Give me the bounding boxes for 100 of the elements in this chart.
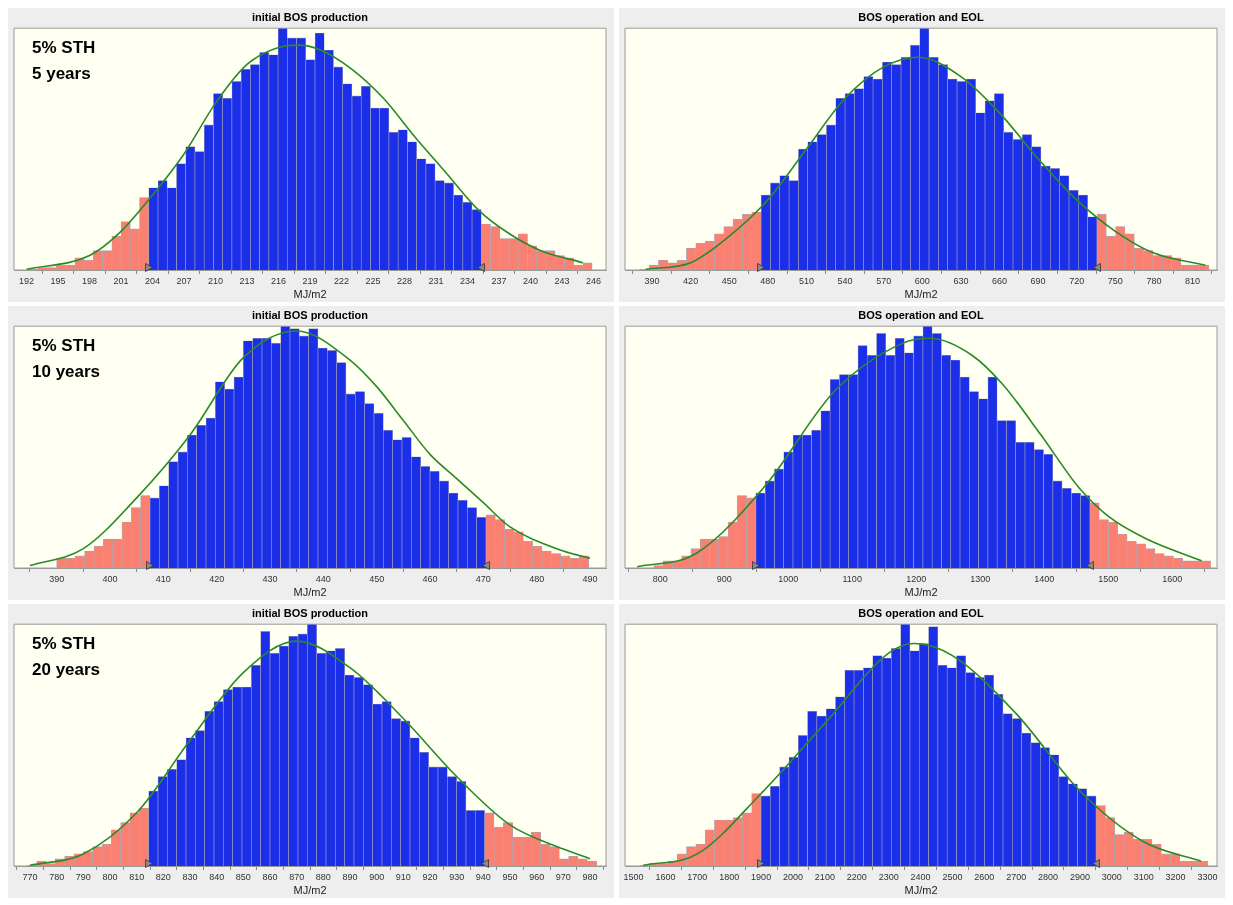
x-tick-label: 930 bbox=[449, 871, 465, 882]
chart-title: initial BOS production bbox=[251, 308, 369, 321]
x-axis-title: MJ/m2 bbox=[293, 884, 327, 897]
annotation: 5 years bbox=[32, 64, 91, 84]
x-tick-label: 470 bbox=[475, 573, 491, 584]
x-tick-label: 216 bbox=[271, 275, 287, 286]
x-axis-title: MJ/m2 bbox=[293, 586, 327, 599]
x-tick-label: 430 bbox=[262, 573, 278, 584]
x-tick-label: 222 bbox=[333, 275, 349, 286]
x-tick-label: 198 bbox=[82, 275, 98, 286]
x-tick-label: 243 bbox=[554, 275, 570, 286]
x-tick-label: 450 bbox=[721, 275, 737, 286]
x-tick-label: 770 bbox=[22, 871, 38, 882]
chart-title: BOS operation and EOL bbox=[858, 606, 984, 619]
x-tick-label: 225 bbox=[365, 275, 381, 286]
chart-title: BOS operation and EOL bbox=[858, 10, 984, 23]
x-tick-label: 2500 bbox=[942, 871, 963, 882]
x-tick-label: 2400 bbox=[910, 871, 931, 882]
x-tick-label: 790 bbox=[75, 871, 91, 882]
x-tick-label: 1000 bbox=[778, 573, 799, 584]
x-tick-label: 980 bbox=[582, 871, 598, 882]
x-axis-title: MJ/m2 bbox=[293, 288, 327, 301]
x-tick-label: 1900 bbox=[751, 871, 772, 882]
x-tick-label: 780 bbox=[1146, 275, 1162, 286]
x-tick-label: 910 bbox=[395, 871, 411, 882]
x-tick-label: 940 bbox=[475, 871, 491, 882]
x-axis-title: MJ/m2 bbox=[904, 288, 938, 301]
x-tick-label: 540 bbox=[837, 275, 853, 286]
x-tick-label: 570 bbox=[876, 275, 892, 286]
chart-title: initial BOS production bbox=[251, 606, 369, 619]
x-tick-label: 900 bbox=[716, 573, 732, 584]
x-tick-label: 201 bbox=[113, 275, 129, 286]
x-tick-label: 207 bbox=[176, 275, 192, 286]
x-tick-label: 860 bbox=[262, 871, 278, 882]
x-tick-label: 204 bbox=[145, 275, 161, 286]
x-tick-label: 390 bbox=[49, 573, 65, 584]
x-tick-label: 3300 bbox=[1197, 871, 1218, 882]
x-tick-label: 1100 bbox=[842, 573, 862, 584]
x-tick-label: 660 bbox=[991, 275, 1008, 286]
x-axis-title: MJ/m2 bbox=[904, 884, 938, 897]
x-tick-label: 2300 bbox=[878, 871, 899, 882]
x-tick-label: 970 bbox=[555, 871, 571, 882]
x-tick-label: 2100 bbox=[814, 871, 835, 882]
x-tick-label: 195 bbox=[50, 275, 66, 286]
x-tick-label: 850 bbox=[235, 871, 251, 882]
x-tick-label: 750 bbox=[1107, 275, 1123, 286]
x-tick-label: 800 bbox=[652, 573, 668, 584]
x-tick-label: 950 bbox=[502, 871, 518, 882]
x-tick-label: 1500 bbox=[1098, 573, 1119, 584]
x-tick-label: 1600 bbox=[655, 871, 676, 882]
annotation: 10 years bbox=[32, 362, 101, 382]
x-tick-label: 2200 bbox=[846, 871, 867, 882]
x-tick-label: 690 bbox=[1030, 275, 1046, 286]
x-tick-label: 1800 bbox=[719, 871, 740, 882]
x-tick-label: 510 bbox=[798, 275, 814, 286]
x-tick-label: 228 bbox=[396, 275, 412, 286]
x-tick-label: 600 bbox=[914, 275, 930, 286]
x-tick-label: 480 bbox=[529, 573, 545, 584]
x-tick-label: 1200 bbox=[906, 573, 927, 584]
x-tick-label: 219 bbox=[302, 275, 318, 286]
x-axis-title: MJ/m2 bbox=[904, 586, 938, 599]
x-tick-label: 490 bbox=[582, 573, 598, 584]
x-tick-label: 3000 bbox=[1101, 871, 1122, 882]
annotation: 5% STH bbox=[32, 38, 96, 58]
x-tick-label: 410 bbox=[155, 573, 171, 584]
x-tick-label: 231 bbox=[428, 275, 444, 286]
x-tick-label: 780 bbox=[49, 871, 65, 882]
x-tick-label: 960 bbox=[529, 871, 545, 882]
x-tick-label: 3100 bbox=[1133, 871, 1154, 882]
x-tick-label: 2900 bbox=[1069, 871, 1090, 882]
x-tick-label: 820 bbox=[155, 871, 171, 882]
x-tick-label: 480 bbox=[760, 275, 776, 286]
x-tick-label: 1700 bbox=[687, 871, 708, 882]
annotation: 5% STH bbox=[32, 336, 96, 356]
x-tick-label: 240 bbox=[522, 275, 538, 286]
x-tick-label: 630 bbox=[953, 275, 969, 286]
x-tick-label: 192 bbox=[19, 275, 35, 286]
x-tick-label: 246 bbox=[585, 275, 601, 286]
x-tick-label: 400 bbox=[102, 573, 118, 584]
x-tick-label: 720 bbox=[1069, 275, 1085, 286]
x-tick-label: 810 bbox=[129, 871, 145, 882]
chart-title: BOS operation and EOL bbox=[858, 308, 984, 321]
x-tick-label: 213 bbox=[239, 275, 255, 286]
x-tick-label: 1400 bbox=[1034, 573, 1055, 584]
x-tick-label: 460 bbox=[422, 573, 438, 584]
x-tick-label: 870 bbox=[289, 871, 305, 882]
x-tick-label: 810 bbox=[1185, 275, 1201, 286]
x-tick-label: 3200 bbox=[1165, 871, 1186, 882]
x-tick-label: 2700 bbox=[1006, 871, 1027, 882]
x-tick-label: 900 bbox=[369, 871, 385, 882]
x-tick-label: 830 bbox=[182, 871, 198, 882]
x-tick-label: 2800 bbox=[1038, 871, 1059, 882]
x-tick-label: 1300 bbox=[970, 573, 991, 584]
x-tick-label: 420 bbox=[683, 275, 699, 286]
x-tick-label: 890 bbox=[342, 871, 358, 882]
x-tick-label: 390 bbox=[644, 275, 660, 286]
x-tick-label: 880 bbox=[315, 871, 331, 882]
x-tick-label: 800 bbox=[102, 871, 118, 882]
x-tick-label: 450 bbox=[369, 573, 385, 584]
x-tick-label: 920 bbox=[422, 871, 438, 882]
